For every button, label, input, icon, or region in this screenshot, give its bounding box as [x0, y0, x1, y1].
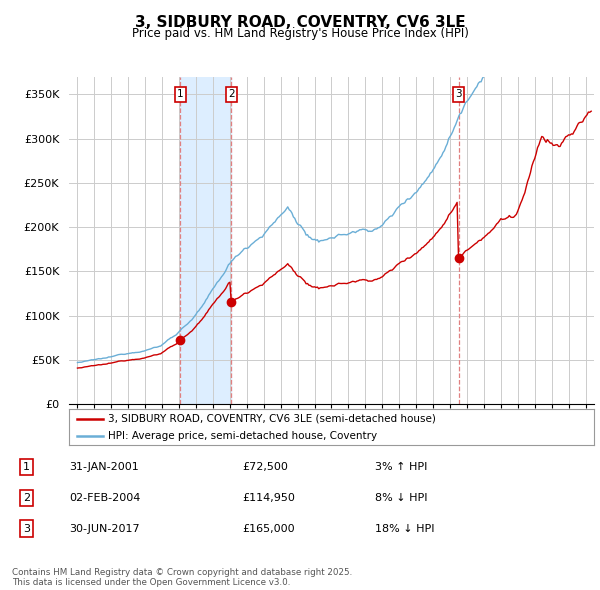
Text: 3, SIDBURY ROAD, COVENTRY, CV6 3LE (semi-detached house): 3, SIDBURY ROAD, COVENTRY, CV6 3LE (semi…: [109, 414, 436, 424]
Text: 3: 3: [23, 523, 30, 533]
Text: 18% ↓ HPI: 18% ↓ HPI: [375, 523, 434, 533]
Bar: [181, 77, 232, 404]
Text: 8% ↓ HPI: 8% ↓ HPI: [375, 493, 427, 503]
Text: 2: 2: [23, 493, 30, 503]
Text: £114,950: £114,950: [242, 493, 295, 503]
Text: Contains HM Land Registry data © Crown copyright and database right 2025.
This d: Contains HM Land Registry data © Crown c…: [12, 568, 352, 587]
Text: £72,500: £72,500: [242, 463, 288, 473]
Text: HPI: Average price, semi-detached house, Coventry: HPI: Average price, semi-detached house,…: [109, 431, 377, 441]
Text: 30-JUN-2017: 30-JUN-2017: [70, 523, 140, 533]
Text: 31-JAN-2001: 31-JAN-2001: [70, 463, 139, 473]
Text: 1: 1: [23, 463, 30, 473]
Text: 3: 3: [455, 90, 462, 99]
Text: 2: 2: [228, 90, 235, 99]
Text: 3% ↑ HPI: 3% ↑ HPI: [375, 463, 427, 473]
Text: 1: 1: [177, 90, 184, 99]
Text: 3, SIDBURY ROAD, COVENTRY, CV6 3LE: 3, SIDBURY ROAD, COVENTRY, CV6 3LE: [134, 15, 466, 30]
Text: 02-FEB-2004: 02-FEB-2004: [70, 493, 141, 503]
Text: Price paid vs. HM Land Registry's House Price Index (HPI): Price paid vs. HM Land Registry's House …: [131, 27, 469, 40]
Text: £165,000: £165,000: [242, 523, 295, 533]
